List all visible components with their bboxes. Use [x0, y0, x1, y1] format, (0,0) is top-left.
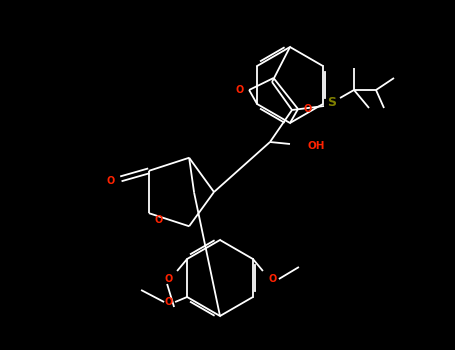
- Text: OH: OH: [308, 141, 325, 151]
- Text: O: O: [107, 176, 115, 186]
- Text: O: O: [155, 215, 163, 225]
- Text: S: S: [328, 96, 337, 108]
- Text: O: O: [303, 104, 311, 114]
- Text: O: O: [165, 274, 173, 284]
- Text: O: O: [165, 297, 173, 307]
- Text: O: O: [236, 85, 244, 95]
- Text: O: O: [269, 274, 277, 284]
